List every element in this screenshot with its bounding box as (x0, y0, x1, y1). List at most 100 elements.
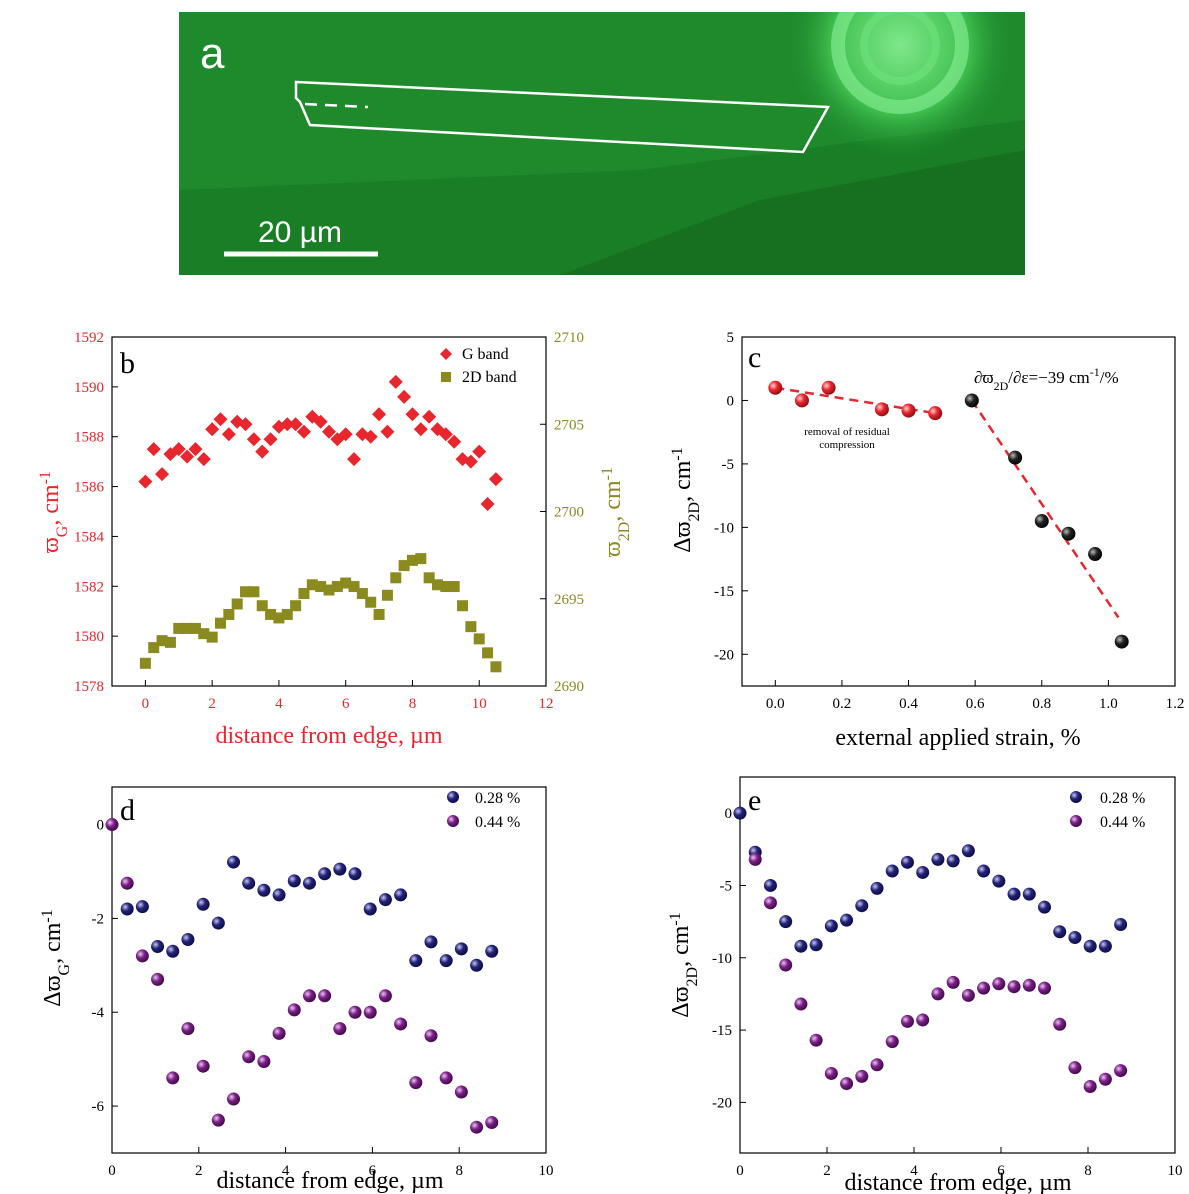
point-0-28 (287, 874, 301, 888)
2d-band-point (206, 631, 218, 643)
2d-band-point (340, 577, 352, 589)
2d-band-point (315, 581, 327, 593)
g-band-point (405, 407, 420, 422)
g-band-point (422, 409, 437, 424)
panel-c-letter: c (748, 341, 761, 374)
point-0-28 (120, 902, 134, 916)
point-0-44 (105, 818, 119, 832)
point-0-28 (211, 916, 225, 930)
point-0-28 (333, 862, 347, 876)
flake-outline (294, 80, 831, 154)
slope-annotation: ∂ϖ2D/∂ε=−39 cm-1/% (974, 365, 1119, 393)
legend-label-0-44: 0.44 % (475, 814, 520, 831)
panel-d-chart: 0 2 4 6 8 10 0 -2 -4 -6 d 0.28 % 0.44 % distance … (39, 786, 554, 1194)
y-right-tick-label: 2690 (554, 679, 584, 695)
point-0-28 (151, 940, 165, 954)
g-band-point (480, 497, 495, 512)
2d-band-point (373, 608, 385, 620)
point-0-28 (227, 855, 241, 869)
point-0-28 (1053, 925, 1067, 939)
point-0-28 (394, 888, 408, 902)
2d-band-point (323, 584, 335, 596)
plot-frame (111, 786, 547, 1154)
y-tick-label: 1588 (74, 430, 104, 446)
g-band-point (313, 414, 328, 429)
point-0-44 (485, 1116, 499, 1129)
g-band-point (221, 427, 236, 442)
point-0-28 (424, 935, 438, 949)
point-0-28 (1083, 939, 1097, 953)
x-tick-label: 8 (409, 696, 417, 712)
g-band-point (413, 422, 428, 437)
point-0-28 (961, 844, 975, 858)
point-0-28 (409, 954, 423, 968)
y-right-tick-label: 2700 (554, 505, 584, 521)
y-axis-label: ΔϖG, cm-1 (39, 909, 73, 1006)
2d-band-point (281, 608, 293, 620)
g-band-point (205, 422, 220, 437)
y-tick-label: -5 (722, 457, 735, 473)
point-0-44 (1068, 1061, 1082, 1075)
g-band-point (196, 452, 211, 467)
point-0-44 (1083, 1079, 1097, 1093)
x-tick-label: 0.6 (966, 696, 985, 712)
y-tick-label: -10 (714, 520, 734, 536)
y-tick-label: 1582 (74, 579, 104, 595)
x-tick-label: 1.2 (1166, 696, 1185, 712)
legend: 0.28 % 0.44 % (447, 790, 520, 831)
y-tick-label: 1590 (74, 380, 104, 396)
x-tick-label: 0.8 (1032, 696, 1051, 712)
2d-band-point (457, 600, 469, 612)
y-axis-label: Δϖ2D, cm-1 (667, 912, 701, 1017)
2d-band-point (423, 572, 435, 584)
x-tick-label: 4 (282, 1163, 290, 1179)
strain-point (1034, 514, 1049, 529)
2d-band-point (290, 600, 302, 612)
point-0-44 (287, 1003, 301, 1017)
point-0-44 (151, 972, 165, 986)
x-tick-label: 0.4 (899, 696, 918, 712)
panel-a-letter: a (200, 29, 225, 78)
fit-line (970, 399, 1120, 619)
y-tick-label: 1592 (74, 330, 104, 346)
point-0-44 (916, 1013, 930, 1027)
y-tick-label: 1584 (74, 529, 105, 545)
y-tick-label: -5 (720, 878, 733, 894)
2d-band-point (215, 617, 226, 629)
point-0-44 (242, 1050, 256, 1064)
legend: 0.28 % 0.44 % (1070, 790, 1145, 831)
point-0-44 (1053, 1017, 1067, 1031)
2d-band-point (465, 621, 477, 633)
2d-band-point (331, 581, 343, 593)
2d-band-point (223, 608, 235, 620)
legend-marker-0-44 (447, 815, 459, 827)
legend-label-2d-band: 2D band (462, 369, 517, 386)
point-0-28 (196, 897, 210, 911)
point-0-28 (485, 944, 499, 958)
y-axis-left-label: ϖG, cm-1 (37, 471, 71, 553)
point-0-28 (1007, 887, 1021, 901)
point-0-28 (363, 902, 377, 916)
2d-band-point (231, 598, 243, 610)
legend: G band 2D band (440, 346, 517, 386)
legend-marker-g-band (440, 348, 452, 360)
x-tick-label: 2 (208, 696, 216, 712)
point-0-44 (779, 958, 793, 972)
point-0-44 (181, 1022, 195, 1036)
x-tick-label: 10 (1168, 1163, 1183, 1179)
g-band-point (363, 429, 378, 444)
legend-marker-0-44 (1070, 815, 1082, 827)
point-0-28 (348, 867, 362, 881)
point-0-44 (794, 997, 808, 1011)
point-0-28 (855, 899, 869, 913)
point-0-28 (885, 864, 899, 878)
2d-band-point (240, 586, 252, 598)
point-0-44 (840, 1077, 854, 1091)
point-0-28 (733, 806, 747, 820)
legend-label-0-44: 0.44 % (1100, 814, 1145, 831)
x-tick-label: 4 (910, 1163, 918, 1179)
g-band-point (380, 424, 395, 439)
panel-e-letter: e (748, 784, 761, 817)
2d-band-point (473, 633, 485, 645)
point-0-28 (378, 893, 392, 907)
